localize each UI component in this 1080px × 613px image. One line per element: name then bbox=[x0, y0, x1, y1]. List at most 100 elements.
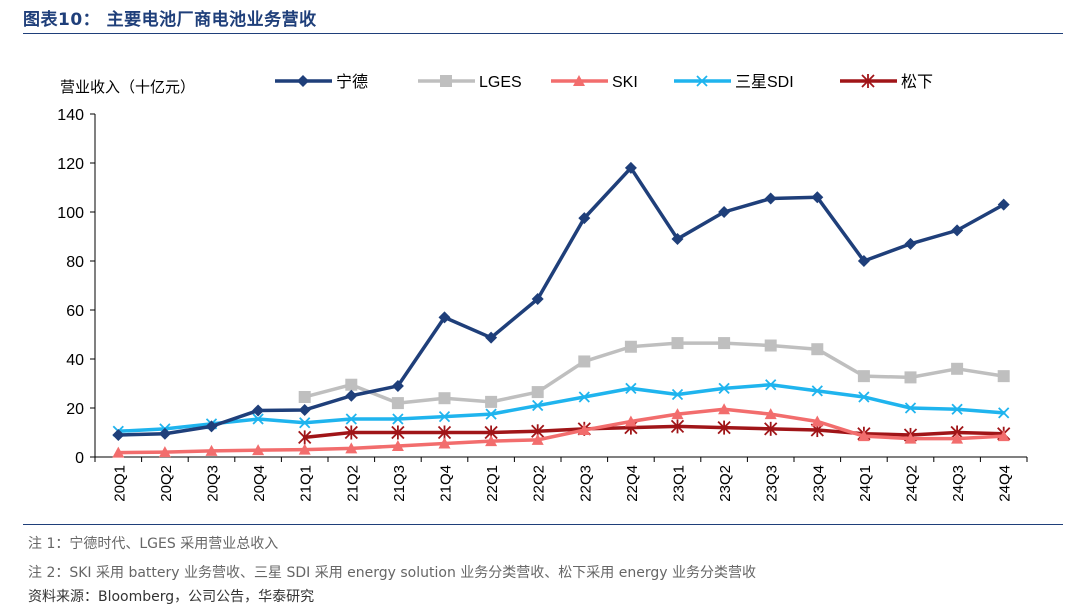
figure-title: 图表10： 主要电池厂商电池业务营收 bbox=[23, 10, 317, 30]
x-tick-label: 22Q1 bbox=[484, 465, 501, 502]
legend-swatch-marker bbox=[696, 75, 708, 87]
series-1-point bbox=[485, 395, 498, 408]
series-3-point bbox=[438, 410, 451, 423]
y-axis-label: 营业收入（十亿元） bbox=[60, 78, 195, 96]
y-tick-label: 0 bbox=[75, 450, 84, 467]
series-4-line bbox=[302, 424, 1006, 440]
series-3-point bbox=[578, 391, 590, 403]
x-tick-label: 21Q1 bbox=[298, 465, 315, 502]
series-0-point bbox=[158, 427, 171, 440]
series-2-point bbox=[624, 415, 637, 427]
series-4-point bbox=[670, 419, 685, 434]
series-3-point bbox=[392, 413, 404, 425]
series-2-point bbox=[298, 443, 311, 455]
series-0-point bbox=[298, 403, 311, 416]
legend-swatch-marker bbox=[297, 75, 309, 87]
series-0-point bbox=[951, 224, 964, 237]
series-3-point bbox=[532, 399, 544, 412]
legend-label: SKI bbox=[612, 74, 638, 91]
legend-swatch-marker bbox=[861, 74, 875, 88]
note-2: 注 2：SKI 采用 battery 业务营收、三星 SDI 采用 energy… bbox=[28, 565, 756, 581]
series-0-point bbox=[764, 192, 777, 205]
series-4-point bbox=[717, 420, 731, 435]
series-3-point bbox=[858, 391, 870, 403]
series-2-point bbox=[205, 444, 218, 456]
series-1-point bbox=[811, 343, 824, 356]
series-2-point bbox=[811, 415, 824, 427]
series-0-point bbox=[345, 389, 358, 402]
series-1-point bbox=[718, 337, 731, 350]
x-tick-label: 22Q4 bbox=[624, 465, 641, 502]
series-3-point bbox=[998, 407, 1010, 419]
series-0-point bbox=[671, 232, 684, 245]
series-2-point bbox=[391, 439, 404, 451]
series-2-point bbox=[485, 435, 498, 447]
series-3-point bbox=[765, 379, 777, 391]
figure-header: 图表10： 主要电池厂商电池业务营收 bbox=[23, 0, 1063, 34]
series-2-point bbox=[531, 433, 544, 445]
legend-swatch-marker bbox=[573, 75, 585, 86]
series-1-point bbox=[531, 386, 544, 399]
x-tick-label: 20Q4 bbox=[251, 465, 268, 502]
series-2-point bbox=[671, 408, 684, 420]
line-chart: 营业收入（十亿元） 0 20 40 60 80 100 120 140 20Q1 20Q2 20Q3 2… bbox=[57, 73, 1028, 502]
series-3-point bbox=[951, 403, 963, 415]
series-0-point bbox=[112, 428, 125, 441]
series-4-point bbox=[298, 430, 312, 445]
series-3-point bbox=[345, 413, 357, 425]
series-0-point bbox=[718, 206, 731, 218]
series-0-point bbox=[578, 212, 591, 225]
series-2-point bbox=[718, 403, 731, 415]
y-tick-label: 40 bbox=[66, 352, 84, 369]
x-tick-label: 24Q4 bbox=[997, 465, 1014, 502]
series-2-point bbox=[764, 408, 777, 420]
series-2-line bbox=[116, 407, 1006, 455]
series-0-point bbox=[438, 311, 451, 324]
x-tick-label: 23Q4 bbox=[810, 465, 827, 502]
x-tick-label: 24Q3 bbox=[950, 465, 967, 502]
series-1-point bbox=[997, 370, 1010, 383]
series-1-point bbox=[951, 362, 964, 375]
series-4-point bbox=[344, 425, 358, 440]
x-tick-label: 23Q3 bbox=[764, 465, 781, 502]
note-1: 注 1：宁德时代、LGES 采用营业总收入 bbox=[28, 536, 279, 552]
series-0-point bbox=[811, 191, 824, 204]
series-3-point bbox=[625, 382, 637, 395]
series-1-point bbox=[438, 392, 451, 405]
series-0-point bbox=[252, 404, 265, 417]
series-4-point bbox=[764, 421, 778, 436]
x-tick-label: 20Q3 bbox=[205, 465, 222, 502]
legend-label: 三星SDI bbox=[735, 74, 794, 91]
series-4-point bbox=[437, 425, 452, 440]
series-1-point bbox=[298, 390, 311, 403]
series-0-point bbox=[997, 198, 1010, 211]
x-tick-label: 20Q1 bbox=[111, 465, 128, 502]
x-tick-label: 23Q2 bbox=[717, 465, 734, 502]
x-tick-label: 23Q1 bbox=[671, 465, 688, 502]
series-3-point bbox=[671, 388, 684, 401]
x-tick-label: 21Q2 bbox=[344, 465, 361, 502]
series-1-point bbox=[345, 378, 358, 391]
series-2-point bbox=[112, 446, 125, 458]
series-1-point bbox=[624, 340, 637, 353]
y-tick-label: 60 bbox=[66, 303, 84, 320]
legend-label: 宁德 bbox=[336, 73, 368, 91]
x-tick-label: 24Q1 bbox=[857, 465, 874, 502]
x-tick-label: 22Q2 bbox=[531, 465, 548, 502]
series-3-point bbox=[299, 417, 311, 429]
footer-divider bbox=[23, 524, 1063, 525]
series-3-point bbox=[718, 382, 730, 395]
series-3-point bbox=[811, 385, 823, 397]
series-2-point bbox=[252, 444, 265, 456]
series-1-point bbox=[904, 371, 917, 384]
series-2-point bbox=[997, 430, 1010, 442]
x-tick-label: 22Q3 bbox=[577, 465, 594, 502]
legend-swatch-marker bbox=[440, 75, 452, 87]
series-1-point bbox=[764, 339, 777, 352]
series-3-point bbox=[904, 402, 917, 414]
x-tick-label: 20Q2 bbox=[158, 465, 175, 502]
source-line: 资料来源：Bloomberg，公司公告，华泰研究 bbox=[28, 589, 315, 605]
y-tick-label: 140 bbox=[57, 107, 84, 124]
y-tick-label: 120 bbox=[57, 156, 84, 173]
series-3-point bbox=[252, 413, 264, 425]
